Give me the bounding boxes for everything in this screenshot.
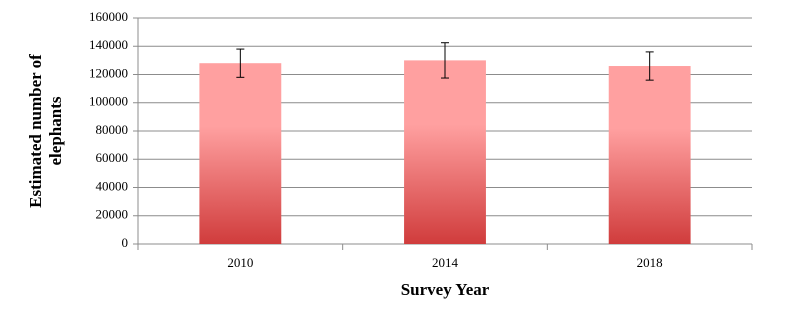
bar [404, 60, 486, 244]
y-tick-label: 140000 [89, 37, 128, 52]
y-tick-label: 20000 [96, 207, 129, 222]
x-tick-label: 2014 [432, 255, 459, 270]
x-tick-label: 2010 [227, 255, 253, 270]
x-axis-title: Survey Year [401, 280, 490, 299]
y-tick-label: 40000 [96, 178, 129, 193]
y-tick-label: 160000 [89, 9, 128, 24]
bar [199, 63, 282, 245]
x-tick-label: 2018 [637, 255, 663, 270]
y-tick-label: 60000 [96, 150, 129, 165]
y-axis-title: Estimated number ofelephants [26, 54, 65, 208]
y-tick-label: 100000 [89, 94, 128, 109]
y-tick-label: 80000 [96, 122, 129, 137]
y-tick-label: 0 [122, 235, 129, 250]
bar [608, 66, 691, 245]
y-tick-label: 120000 [89, 65, 128, 80]
